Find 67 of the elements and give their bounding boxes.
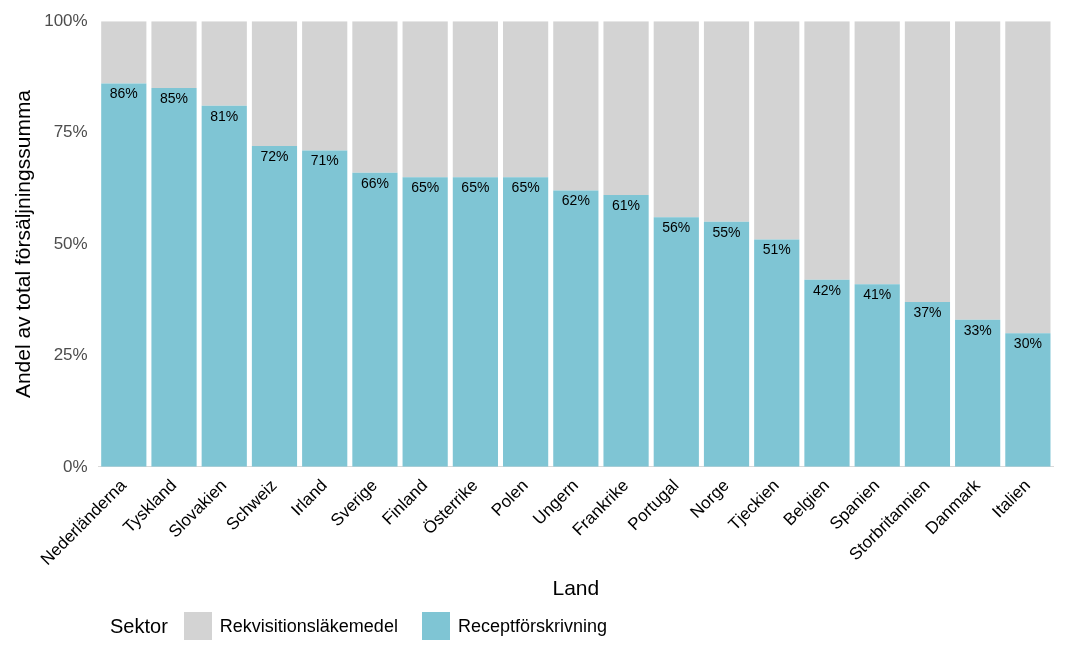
bar (503, 177, 549, 467)
data-label: 51% (762, 241, 791, 258)
bar (251, 21, 298, 146)
data-label: 37% (913, 303, 942, 320)
y-tick-label: 0% (63, 456, 88, 476)
bar (904, 301, 951, 467)
bar (804, 279, 850, 467)
data-label: 61% (612, 196, 641, 213)
bar (402, 21, 448, 178)
data-label: 86% (109, 85, 138, 102)
bar (754, 21, 800, 240)
bar (955, 319, 1001, 467)
y-axis-title: Andel av total försäljningssumma (11, 89, 35, 399)
bar (452, 21, 498, 178)
data-label: 42% (812, 281, 841, 298)
bar (201, 105, 247, 467)
data-label: 65% (511, 179, 540, 196)
bar (653, 21, 699, 218)
bar (402, 177, 448, 467)
bar (603, 195, 649, 467)
bar (703, 221, 750, 467)
bar (1005, 333, 1051, 467)
data-label: 41% (863, 285, 892, 302)
legend-label: Rekvisitionsläkemedel (219, 615, 398, 637)
data-label: 56% (662, 219, 691, 236)
bar (955, 21, 1001, 320)
y-tick-label: 50% (53, 233, 88, 253)
bar (503, 21, 549, 178)
bar (302, 21, 348, 151)
legend-title: Sektor (110, 614, 168, 638)
legend-label: Receptförskrivning (457, 615, 607, 637)
bar (754, 239, 800, 467)
bar (101, 21, 147, 84)
bar (653, 217, 699, 467)
data-label: 55% (712, 223, 741, 240)
data-label: 85% (160, 89, 189, 106)
bar (101, 83, 147, 467)
data-label: 71% (310, 152, 339, 169)
bar (352, 21, 398, 173)
bar (553, 190, 599, 467)
bar (1005, 21, 1051, 334)
bar (603, 21, 649, 195)
y-tick-label: 75% (53, 122, 88, 142)
bar (302, 150, 348, 467)
bar (904, 21, 951, 302)
bar (251, 145, 298, 467)
bar (854, 284, 900, 467)
data-label: 65% (411, 179, 440, 196)
bar (151, 88, 197, 467)
data-label: 66% (360, 174, 389, 191)
y-tick-label: 25% (53, 345, 88, 365)
bar (804, 21, 850, 280)
bar (151, 21, 197, 89)
bar (201, 21, 247, 106)
y-tick-label: 100% (44, 10, 88, 30)
data-label: 33% (963, 321, 992, 338)
bar (553, 21, 599, 191)
data-label: 62% (561, 192, 590, 209)
bar (854, 21, 900, 285)
bar (703, 21, 750, 222)
data-label: 81% (210, 107, 239, 124)
bar (352, 172, 398, 467)
bar (452, 177, 498, 467)
data-label: 72% (260, 147, 289, 164)
data-label: 30% (1013, 335, 1042, 352)
x-axis-title: Land (552, 576, 600, 600)
data-label: 65% (461, 179, 490, 196)
